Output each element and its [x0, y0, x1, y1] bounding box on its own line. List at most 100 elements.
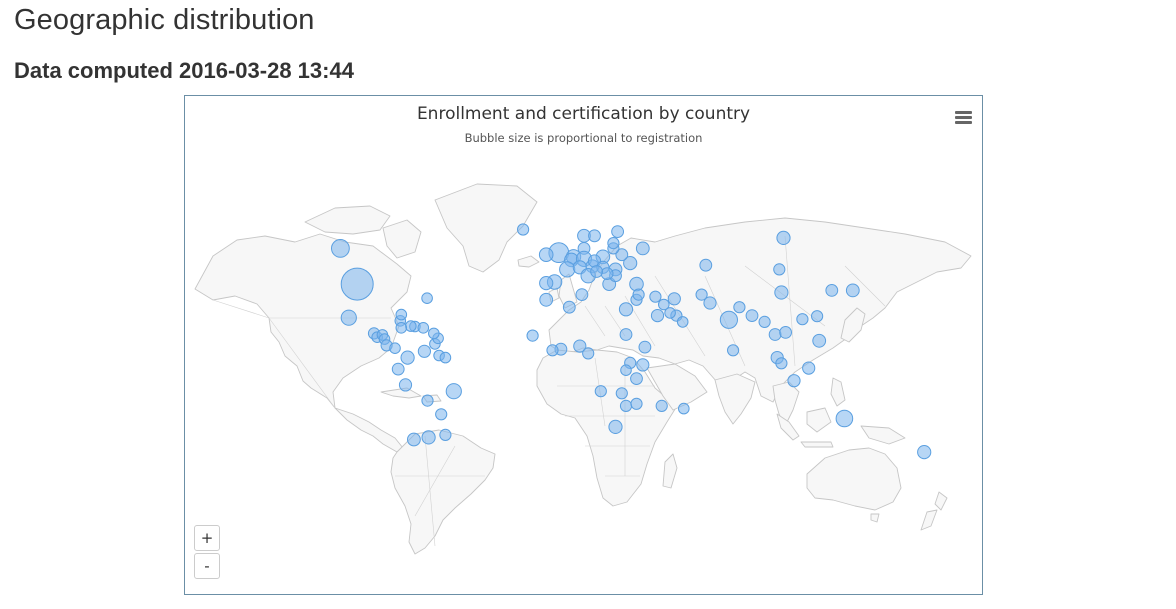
country-bubble[interactable] — [405, 320, 417, 332]
country-bubble[interactable] — [391, 362, 405, 376]
country-bubble[interactable] — [435, 408, 448, 421]
country-bubble[interactable] — [618, 302, 634, 317]
country-bubble[interactable] — [445, 383, 462, 400]
country-bubble[interactable] — [615, 387, 628, 400]
country-bubble[interactable] — [776, 230, 791, 245]
country-bubble[interactable] — [664, 307, 676, 319]
country-bubble[interactable] — [538, 247, 554, 262]
country-bubble[interactable] — [620, 364, 632, 377]
country-bubble[interactable] — [573, 339, 587, 353]
country-bubble[interactable] — [575, 288, 589, 302]
country-bubble[interactable] — [649, 290, 662, 303]
country-bubble[interactable] — [811, 310, 824, 323]
country-bubble[interactable] — [417, 344, 431, 358]
country-bubble[interactable] — [546, 344, 559, 357]
country-bubble[interactable] — [845, 283, 860, 298]
country-bubble[interactable] — [421, 430, 436, 445]
country-bubble[interactable] — [389, 342, 401, 354]
country-bubble[interactable] — [517, 223, 530, 236]
country-bubble[interactable] — [636, 358, 650, 372]
country-bubble[interactable] — [802, 361, 816, 375]
country-bubble[interactable] — [630, 397, 643, 410]
country-bubble[interactable] — [699, 258, 713, 272]
country-bubble[interactable] — [774, 285, 789, 300]
country-bubble[interactable] — [779, 326, 792, 339]
country-bubble[interactable] — [340, 267, 374, 301]
country-bubble[interactable] — [703, 296, 717, 310]
country-bubble[interactable] — [638, 340, 652, 354]
country-bubble[interactable] — [608, 419, 623, 434]
zoom-out-button[interactable]: - — [194, 553, 220, 579]
landmass-eurasia — [548, 217, 972, 403]
zoom-in-button[interactable]: + — [194, 525, 220, 551]
country-bubble[interactable] — [667, 292, 681, 306]
country-bubble[interactable] — [615, 248, 629, 262]
landmass-central-america — [334, 407, 404, 453]
world-map[interactable] — [185, 96, 982, 594]
country-bubble[interactable] — [590, 265, 604, 278]
country-bubble[interactable] — [439, 351, 452, 364]
country-bubble[interactable] — [395, 308, 408, 321]
country-bubble[interactable] — [562, 300, 576, 314]
country-bubble[interactable] — [421, 292, 433, 304]
landmass-se-asia — [772, 381, 800, 427]
country-bubble[interactable] — [619, 328, 633, 341]
country-bubble[interactable] — [678, 402, 690, 415]
country-bubble[interactable] — [758, 315, 771, 328]
landmass-japan — [840, 307, 866, 343]
country-bubble[interactable] — [745, 309, 759, 323]
landmass-africa — [536, 349, 678, 507]
country-bubble[interactable] — [632, 288, 645, 301]
country-bubble[interactable] — [768, 328, 782, 341]
country-bubble[interactable] — [773, 263, 786, 276]
landmass-baffin — [382, 219, 422, 259]
country-bubble[interactable] — [607, 237, 620, 250]
country-bubble[interactable] — [825, 284, 839, 297]
country-bubble[interactable] — [733, 301, 746, 314]
landmass-india — [714, 373, 756, 425]
country-bubble[interactable] — [439, 428, 452, 441]
country-bubble[interactable] — [331, 239, 350, 258]
country-bubble[interactable] — [428, 327, 440, 340]
country-bubble[interactable] — [812, 333, 827, 348]
country-bubble[interactable] — [600, 267, 614, 281]
country-bubble[interactable] — [787, 374, 801, 388]
country-bubble[interactable] — [635, 241, 650, 256]
country-bubble[interactable] — [395, 322, 408, 334]
landmass-new-zealand-south — [920, 509, 938, 531]
country-bubble[interactable] — [658, 298, 670, 311]
country-bubble[interactable] — [623, 256, 638, 271]
country-bubble[interactable] — [650, 309, 665, 323]
country-bubble[interactable] — [400, 350, 415, 365]
country-bubble[interactable] — [421, 394, 434, 407]
country-bubble[interactable] — [796, 313, 809, 326]
country-bubble[interactable] — [582, 347, 595, 360]
country-bubble[interactable] — [526, 329, 539, 342]
landmass-tasmania — [870, 513, 880, 523]
country-bubble[interactable] — [629, 276, 644, 292]
country-bubble[interactable] — [695, 288, 708, 301]
country-bubble[interactable] — [407, 432, 421, 447]
hamburger-icon[interactable] — [955, 111, 972, 124]
country-bubble[interactable] — [594, 385, 607, 398]
landmass-arctic-islands — [304, 205, 391, 235]
country-bubble[interactable] — [835, 409, 854, 428]
country-bubble[interactable] — [398, 378, 413, 392]
landmass-iceland — [517, 255, 540, 268]
country-bubble[interactable] — [775, 357, 788, 370]
country-bubble[interactable] — [719, 310, 739, 329]
country-bubble[interactable] — [588, 229, 601, 243]
data-timestamp: Data computed 2016-03-28 13:44 — [14, 58, 354, 83]
country-bubble[interactable] — [655, 399, 668, 412]
country-bubble[interactable] — [539, 292, 554, 307]
country-bubble[interactable] — [417, 322, 430, 334]
country-bubble[interactable] — [539, 276, 554, 291]
country-bubble[interactable] — [559, 261, 576, 278]
country-bubble[interactable] — [917, 445, 932, 460]
country-bubble[interactable] — [340, 309, 357, 326]
country-bubble[interactable] — [676, 316, 689, 328]
country-bubble[interactable] — [611, 225, 625, 239]
country-bubble[interactable] — [630, 372, 643, 386]
country-bubble[interactable] — [619, 399, 633, 412]
country-bubble[interactable] — [727, 344, 740, 357]
